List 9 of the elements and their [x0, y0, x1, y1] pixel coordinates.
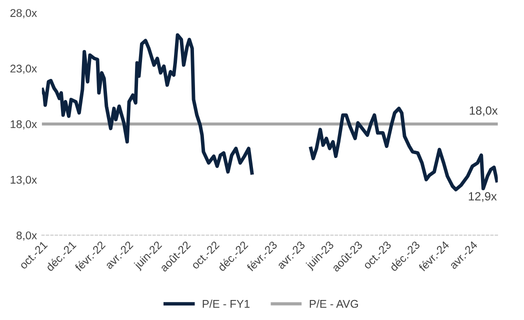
y-tick-label: 18,0x [10, 120, 37, 130]
legend-label: P/E - FY1 [202, 300, 250, 308]
annotation: 12,9x [468, 192, 497, 202]
annotation: 18,0x [470, 106, 498, 116]
y-tick-label: 8,0x [16, 231, 37, 241]
y-tick-label: 28,0x [10, 9, 37, 18]
legend-label: P/E - AVG [310, 300, 358, 308]
y-tick-label: 23,0x [10, 64, 37, 74]
y-tick-label: 13,0x [10, 176, 37, 186]
